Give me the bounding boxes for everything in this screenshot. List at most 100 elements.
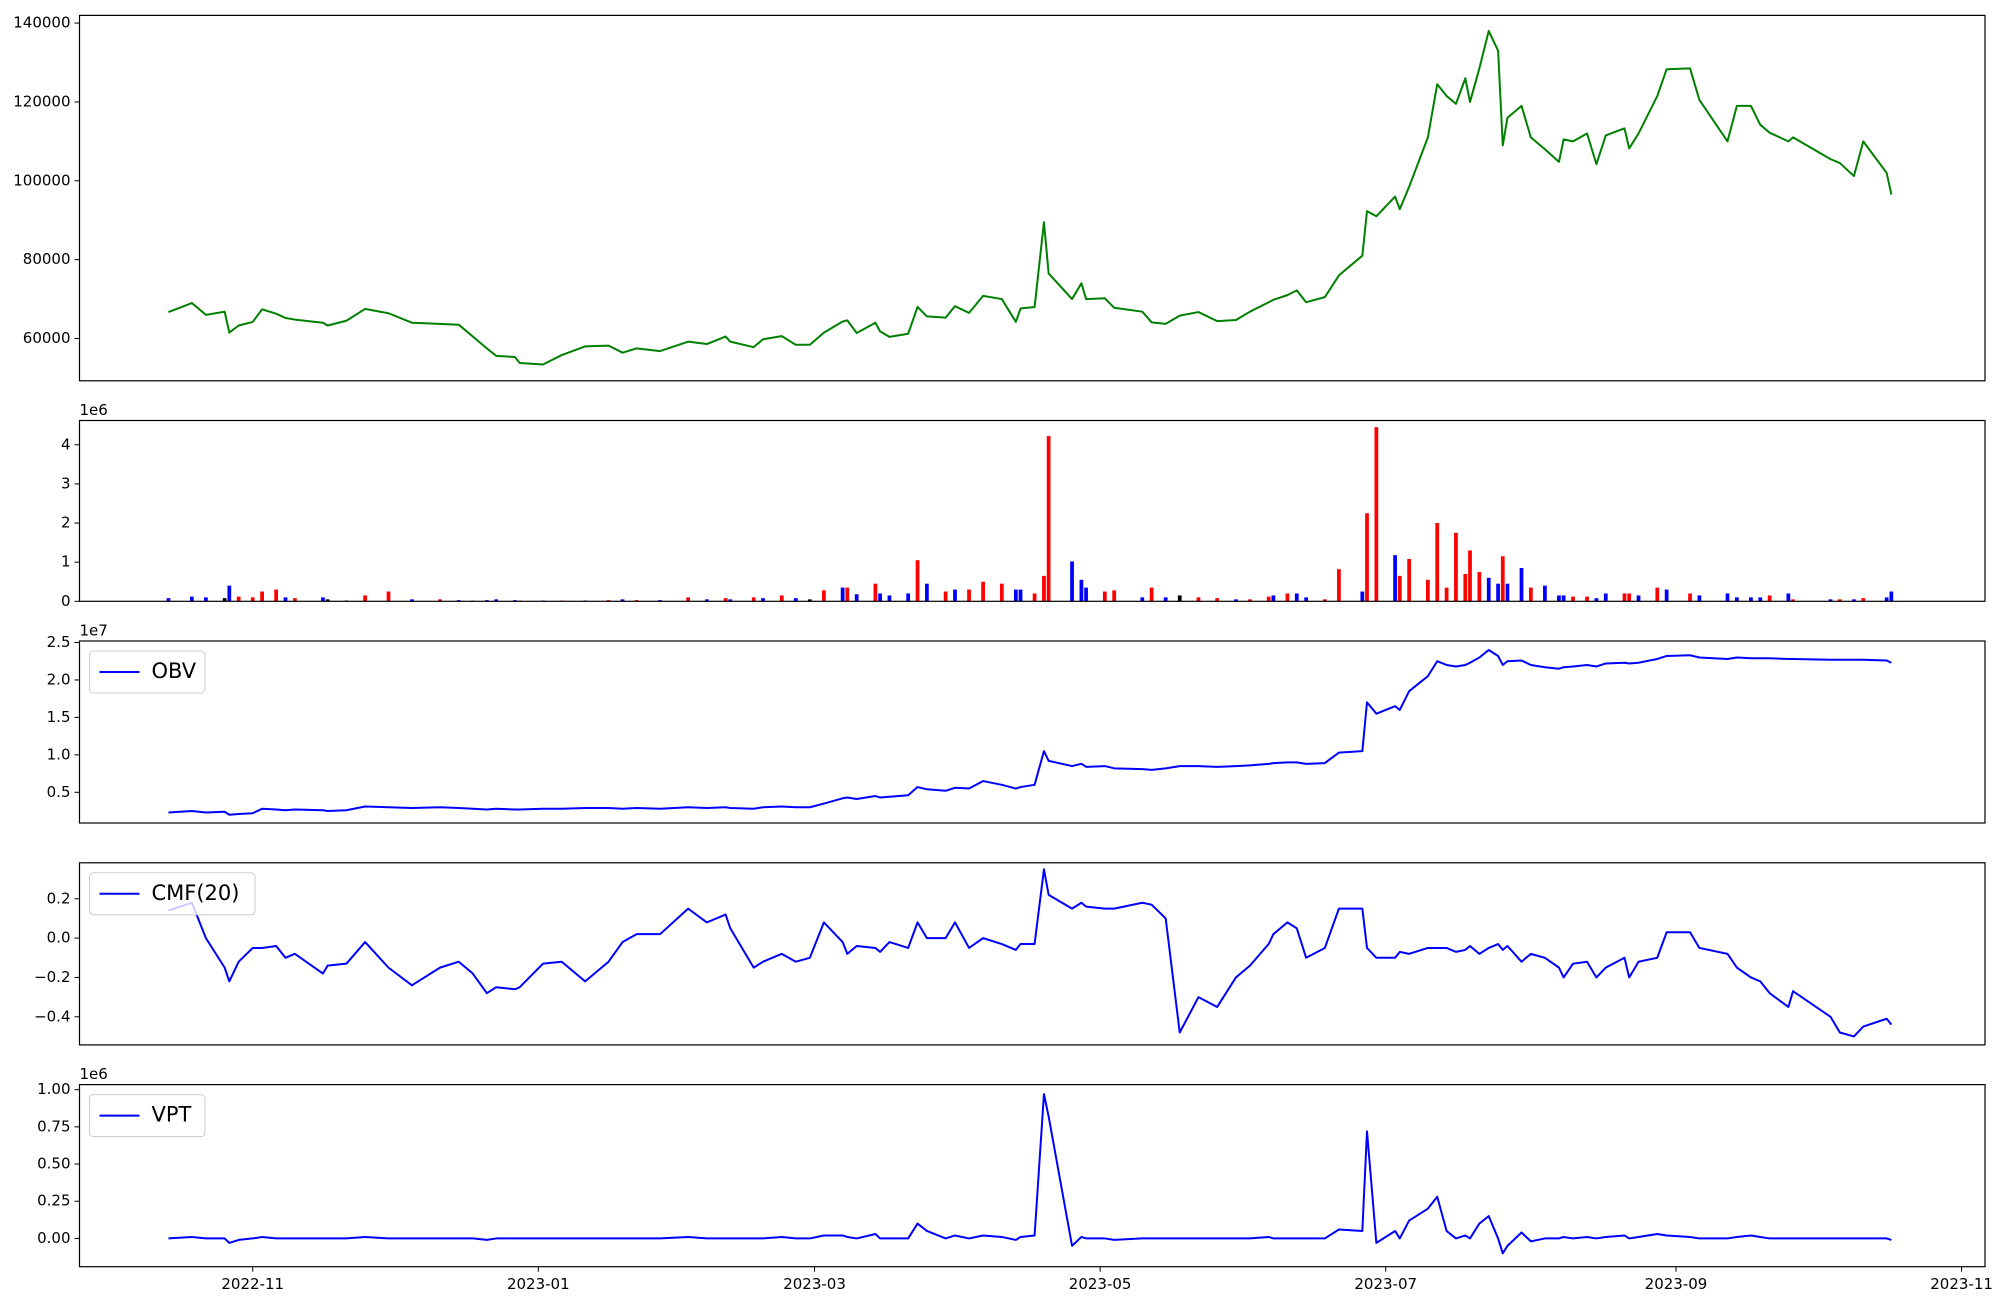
bar bbox=[1758, 597, 1763, 602]
bar bbox=[953, 589, 957, 602]
bar bbox=[189, 596, 194, 602]
bar bbox=[1079, 579, 1084, 602]
y-tick-label: 1.0 bbox=[47, 745, 71, 763]
bar bbox=[925, 583, 929, 602]
bar bbox=[1496, 583, 1500, 602]
bar bbox=[1360, 591, 1365, 602]
plot-frame bbox=[78, 419, 1986, 602]
bar bbox=[1585, 596, 1589, 602]
bar bbox=[1636, 595, 1641, 602]
bar bbox=[1322, 599, 1327, 602]
bar bbox=[1505, 583, 1510, 602]
y-tick-label: 2.0 bbox=[47, 670, 71, 688]
bar bbox=[1571, 596, 1575, 602]
y-tick-label: 4 bbox=[61, 435, 71, 453]
y-tick-label: 0.25 bbox=[37, 1192, 70, 1210]
y-tick-label: 60000 bbox=[23, 329, 71, 347]
y-tick-label: 2 bbox=[61, 514, 71, 532]
x-tick-label: 2022-11 bbox=[221, 1275, 284, 1293]
bar bbox=[166, 598, 171, 602]
legend: OBV bbox=[89, 650, 206, 694]
axis-offset-label: 1e6 bbox=[80, 401, 108, 419]
plot-frame bbox=[78, 862, 1986, 1046]
panel: 60000 80000 100000 120000 140000 bbox=[13, 14, 1986, 382]
bar bbox=[873, 583, 878, 602]
x-tick-label: 2023-05 bbox=[1069, 1275, 1132, 1293]
bar bbox=[1304, 597, 1309, 602]
y-tick-label: 0.5 bbox=[47, 783, 71, 801]
panel: 0 1 2 3 4 1e6 bbox=[61, 401, 1986, 610]
x-tick-label: 2023-01 bbox=[507, 1275, 570, 1293]
bar bbox=[761, 598, 765, 602]
bar bbox=[1688, 593, 1692, 602]
y-tick-label: −0.4 bbox=[34, 1007, 70, 1025]
bar bbox=[1725, 593, 1730, 602]
bar bbox=[1837, 599, 1842, 602]
bar bbox=[1294, 593, 1299, 602]
bar bbox=[779, 595, 784, 602]
x-tick-label: 2023-03 bbox=[783, 1275, 846, 1293]
y-tick-label: 0.2 bbox=[47, 889, 71, 907]
bar bbox=[878, 593, 882, 602]
bar bbox=[222, 598, 227, 602]
bar bbox=[1084, 587, 1088, 602]
bar bbox=[1070, 561, 1074, 602]
bar bbox=[1248, 599, 1252, 602]
legend-label: VPT bbox=[152, 1103, 192, 1127]
bar bbox=[1196, 597, 1201, 602]
bar bbox=[363, 595, 367, 602]
y-tick-label: 1.5 bbox=[47, 708, 71, 726]
bar bbox=[386, 591, 391, 602]
bar bbox=[1032, 593, 1037, 602]
y-tick-label: 0.00 bbox=[37, 1229, 70, 1247]
y-tick-label: 120000 bbox=[13, 92, 70, 110]
bar bbox=[1477, 571, 1482, 602]
bar bbox=[822, 590, 826, 602]
y-tick-label: 1 bbox=[61, 553, 71, 571]
bar bbox=[1828, 599, 1833, 602]
x-tick-label: 2023-09 bbox=[1645, 1275, 1708, 1293]
bar bbox=[1594, 598, 1599, 602]
line bbox=[168, 1093, 1892, 1255]
bar bbox=[410, 599, 414, 602]
bar bbox=[1697, 595, 1702, 602]
line bbox=[168, 868, 1893, 1038]
line bbox=[168, 648, 1892, 816]
bar bbox=[250, 597, 255, 602]
bar bbox=[494, 599, 499, 602]
bar bbox=[1285, 593, 1290, 602]
bar bbox=[887, 595, 892, 602]
legend-label: OBV bbox=[152, 659, 197, 683]
bar bbox=[1528, 587, 1533, 602]
y-tick-label: 2.5 bbox=[47, 633, 71, 651]
legend-box bbox=[89, 872, 256, 916]
bar bbox=[1603, 593, 1608, 602]
panel: 0.00 0.25 0.50 0.75 1.00 2022-11 2023-01 2023-0… bbox=[37, 1065, 1993, 1293]
bar bbox=[686, 597, 691, 602]
legend: VPT bbox=[89, 1094, 206, 1138]
bar bbox=[1454, 532, 1458, 602]
bar bbox=[1767, 595, 1772, 602]
bar bbox=[1018, 589, 1023, 602]
y-tick-label: −0.2 bbox=[34, 968, 70, 986]
bar bbox=[325, 599, 330, 602]
bar bbox=[1543, 585, 1547, 602]
bar bbox=[1884, 597, 1889, 602]
y-tick-label: 0.75 bbox=[37, 1117, 70, 1135]
bar bbox=[1271, 595, 1276, 602]
bar bbox=[1042, 575, 1046, 602]
x-tick-label: 2023-11 bbox=[1930, 1275, 1993, 1293]
bar bbox=[854, 594, 859, 602]
bar bbox=[1486, 577, 1491, 602]
bar bbox=[723, 598, 728, 602]
bar bbox=[1215, 598, 1220, 602]
axis-offset-label: 1e7 bbox=[80, 622, 108, 640]
bar bbox=[845, 587, 850, 602]
panel: 0.5 1.0 1.5 2.0 2.5 1e7 OBV bbox=[47, 622, 1986, 824]
line bbox=[168, 29, 1893, 366]
plot-frame bbox=[78, 640, 1986, 824]
y-tick-label: 3 bbox=[61, 474, 71, 492]
bar bbox=[321, 597, 325, 602]
